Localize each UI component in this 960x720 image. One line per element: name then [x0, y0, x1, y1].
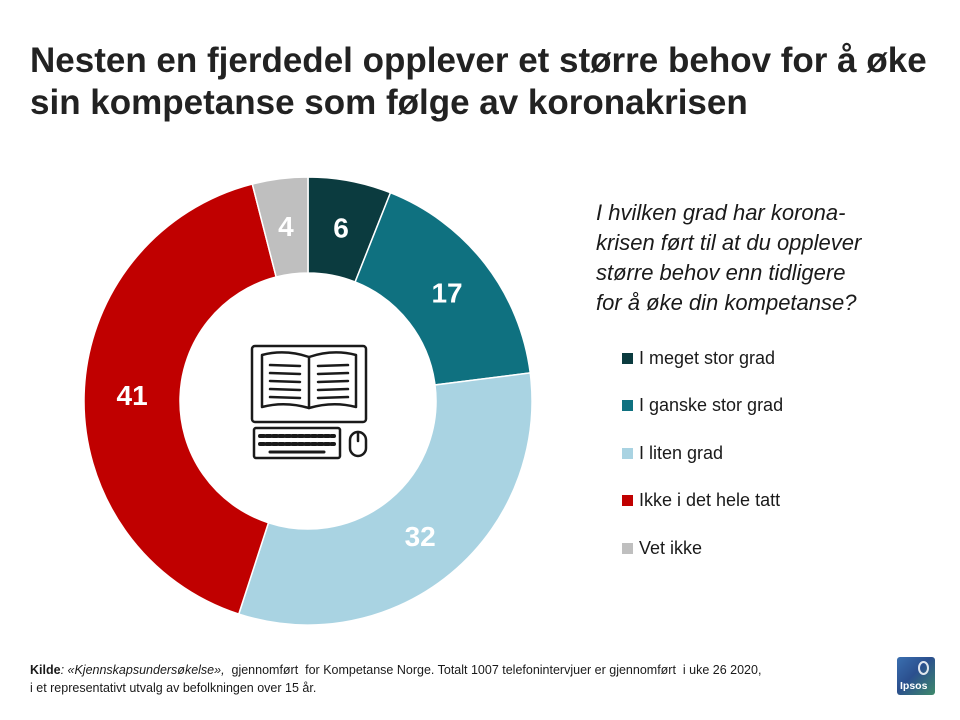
slice-label-ikke-i-det-hele-tatt: 41 — [117, 380, 148, 411]
legend-item-vet-ikke: Vet ikke — [622, 536, 783, 560]
slice-i-ganske-stor-grad — [354, 191, 532, 386]
legend-item-i-liten-grad: I liten grad — [622, 441, 783, 465]
legend-item-i-meget-stor-grad: I meget stor grad — [622, 346, 783, 370]
footnote-survey-name: : «Kjennskapsundersøkelse», — [60, 663, 225, 677]
donut-slices — [83, 176, 533, 626]
title-line-2: sin kompetanse som følge av koronakrisen — [30, 83, 748, 122]
legend-label: I ganske stor grad — [639, 395, 784, 415]
donut-slice-labels: 6 17 32 41 4 — [117, 211, 463, 552]
legend-swatch — [622, 352, 633, 364]
footnote-line-1-rest: gjennomført for Kompetanse Norge. Totalt… — [224, 663, 762, 677]
legend-label: Ikke i det hele tatt — [639, 490, 781, 510]
computer-book-icon — [250, 344, 368, 460]
question-line-2: krisen ført til at du opplever — [596, 230, 862, 255]
chart-legend: I meget stor grad I ganske stor grad I lit… — [622, 346, 783, 584]
source-footnote: Kilde: «Kjennskapsundersøkelse», gjennom… — [30, 661, 880, 697]
ipsos-logo: Ipsos — [897, 657, 935, 695]
survey-question: I hvilken grad har korona- krisen ført t… — [596, 198, 926, 318]
slice-vet-ikke — [251, 176, 309, 278]
question-line-1: I hvilken grad har korona- — [596, 200, 846, 225]
slice-label-i-meget-stor-grad: 6 — [333, 213, 349, 244]
legend-label: Vet ikke — [639, 537, 703, 558]
footnote-kilde: Kilde — [30, 663, 61, 677]
slice-label-vet-ikke: 4 — [278, 211, 294, 242]
logo-mark — [918, 661, 929, 675]
page-title: Nesten en fjerdedel opplever et større b… — [30, 40, 940, 124]
donut-chart: 6 17 32 41 4 — [83, 176, 533, 626]
legend-swatch — [622, 400, 633, 411]
footnote-line-2: i et representativt utvalg av befolkning… — [30, 681, 317, 695]
legend-swatch — [622, 447, 633, 459]
slice-ikke-i-det-hele-tatt — [83, 183, 278, 615]
slice-label-i-liten-grad: 32 — [405, 521, 436, 552]
legend-label: I meget stor grad — [639, 347, 776, 368]
slice-label-i-ganske-stor-grad: 17 — [431, 278, 462, 309]
legend-swatch — [622, 495, 633, 506]
legend-item-ikke-i-det-hele-tatt: Ikke i det hele tatt — [622, 489, 783, 513]
question-line-4: for å øke din kompetanse? — [596, 290, 857, 315]
legend-swatch — [622, 542, 633, 554]
slice-i-liten-grad — [237, 372, 533, 626]
legend-label: I liten grad — [639, 442, 724, 463]
legend-item-i-ganske-stor-grad: I ganske stor grad — [622, 394, 783, 418]
footnote-line-1: Kilde: «Kjennskapsundersøkelse», gjennom… — [30, 661, 880, 679]
question-line-3: større behov enn tidligere — [596, 260, 846, 285]
logo-text: Ipsos — [900, 680, 928, 692]
title-line-1: Nesten en fjerdedel opplever et større b… — [30, 41, 927, 80]
